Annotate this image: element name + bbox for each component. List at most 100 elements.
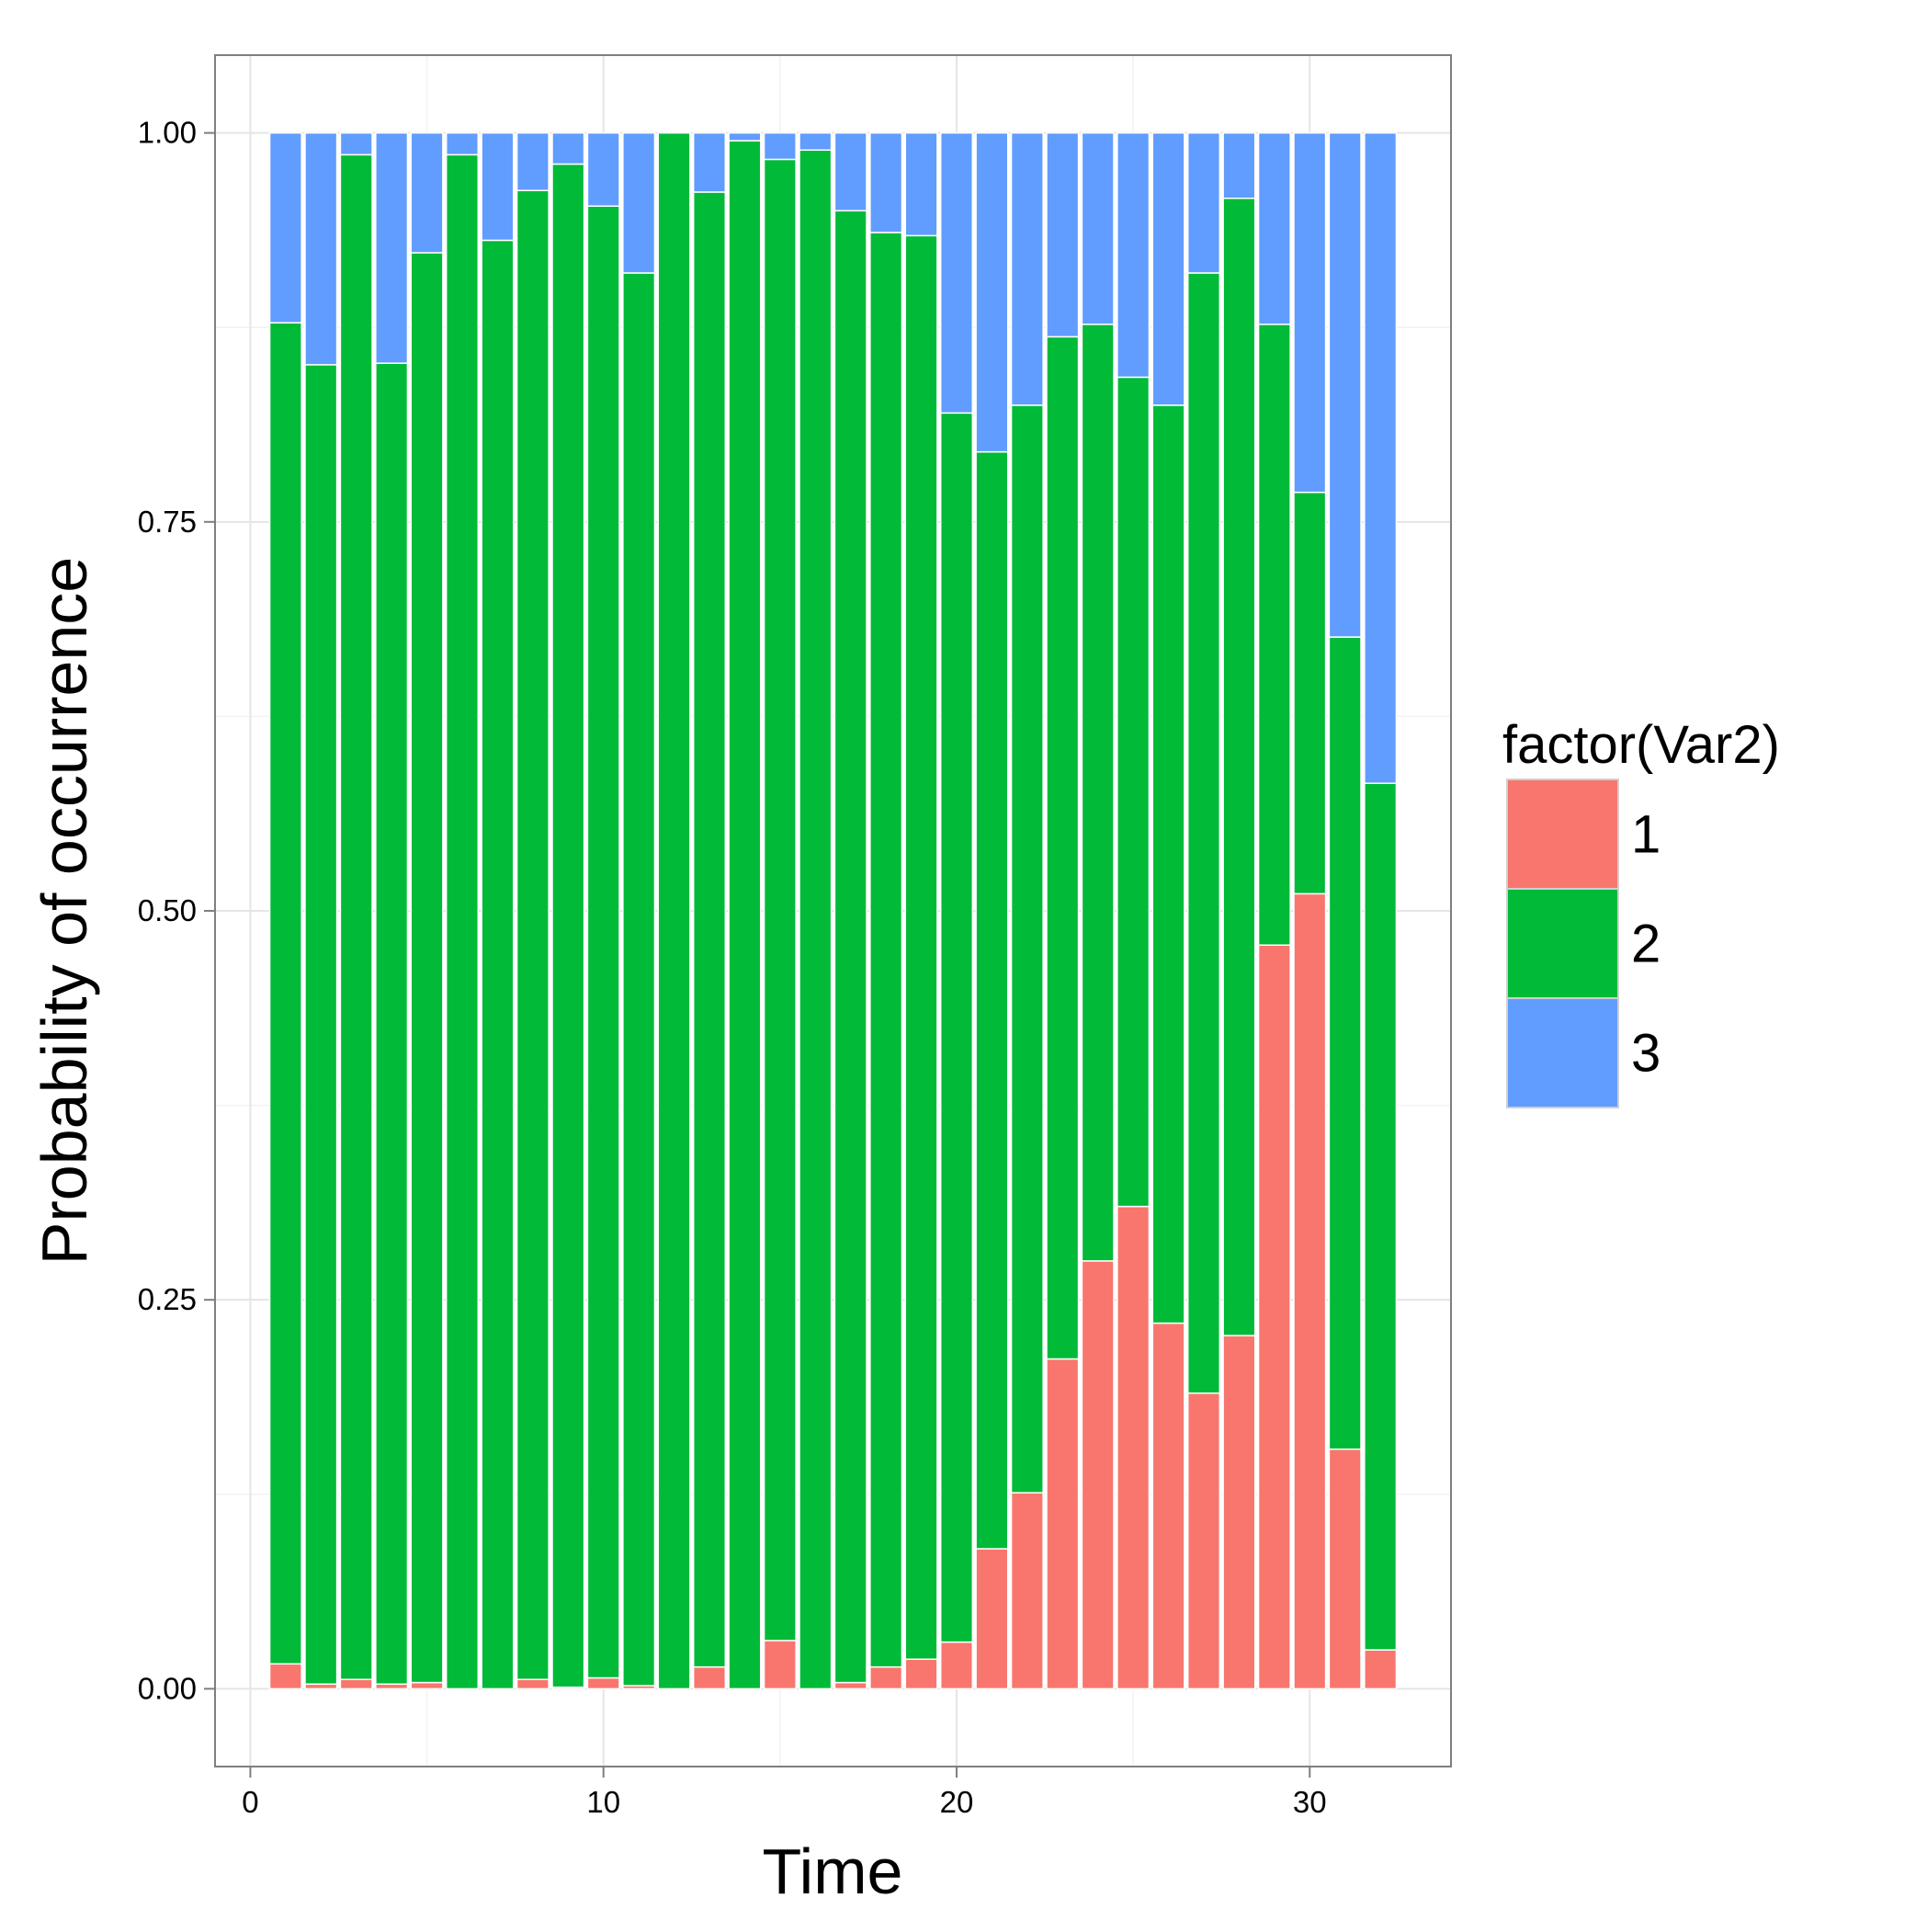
legend-label-1: 1	[1631, 805, 1661, 865]
bar-series-3-x30	[1293, 131, 1327, 494]
bar-series-3-x25	[1117, 131, 1151, 379]
bar-series-3-x17	[833, 131, 867, 212]
bar-series-1-x8	[516, 1678, 550, 1690]
y-tick-label: 1.00	[138, 116, 197, 150]
bar-series-2-x28	[1222, 197, 1256, 1336]
bar-series-2-x14	[728, 140, 762, 1690]
bar-series-3-x24	[1081, 131, 1115, 325]
y-tick-label: 0.00	[138, 1671, 197, 1705]
bar-series-2-x29	[1257, 324, 1291, 946]
bar-series-3-x5	[410, 131, 444, 254]
legend-label-2: 2	[1631, 915, 1661, 974]
bar-series-1-x28	[1222, 1335, 1256, 1690]
x-tick-label: 10	[586, 1785, 620, 1819]
bar-series-2-x17	[833, 210, 867, 1684]
legend-key-1	[1506, 778, 1619, 890]
bar-series-3-x7	[481, 131, 515, 242]
bar-series-1-x26	[1151, 1322, 1185, 1690]
bar-series-3-x26	[1151, 131, 1185, 406]
bar-series-2-x27	[1186, 272, 1221, 1394]
x-tick-label: 20	[940, 1785, 974, 1819]
bar-series-2-x30	[1293, 491, 1327, 895]
bar-series-2-x7	[481, 239, 515, 1690]
bar-series-2-x15	[763, 158, 797, 1642]
bar-series-3-x1	[268, 131, 302, 324]
y-axis-title: Probability of occurrence	[28, 557, 100, 1265]
legend: factor(Var2) 1 2 3	[1502, 715, 1780, 1108]
bar-series-2-x11	[622, 272, 656, 1687]
bar-series-3-x3	[339, 131, 373, 156]
bar-series-3-x6	[445, 131, 480, 156]
bars	[268, 131, 1398, 1690]
bar-series-2-x8	[516, 189, 550, 1680]
bar-series-2-x16	[799, 149, 833, 1690]
bar-series-1-x31	[1328, 1448, 1362, 1690]
bar-series-2-x22	[1010, 404, 1044, 1494]
bar-series-2-x19	[904, 234, 938, 1660]
x-tick-label: 0	[242, 1785, 258, 1819]
y-tick-label: 0.50	[138, 893, 197, 927]
y-tick-label: 0.75	[138, 505, 197, 539]
bar-series-2-x1	[268, 322, 302, 1665]
bar-series-2-x23	[1046, 335, 1080, 1360]
bar-series-3-x18	[869, 131, 903, 233]
bar-series-1-x1	[268, 1663, 302, 1690]
bar-series-3-x14	[728, 131, 762, 142]
bar-series-1-x15	[763, 1640, 797, 1690]
bar-series-3-x29	[1257, 131, 1291, 325]
bar-series-3-x2	[304, 131, 338, 366]
axes: 0.00 0.25 0.50 0.75 1.00 0 10 20 30	[138, 116, 1327, 1819]
bar-series-1-x4	[375, 1683, 409, 1690]
bar-series-2-x26	[1151, 404, 1185, 1324]
bar-series-3-x19	[904, 131, 938, 237]
y-tick-label: 0.25	[138, 1282, 197, 1316]
bar-series-3-x15	[763, 131, 797, 161]
bar-series-2-x3	[339, 153, 373, 1680]
bar-series-1-x10	[586, 1676, 620, 1690]
legend-key-2	[1506, 888, 1619, 999]
bar-series-2-x25	[1117, 376, 1151, 1208]
bar-series-2-x2	[304, 364, 338, 1686]
bar-series-1-x30	[1293, 892, 1327, 1690]
bar-series-2-x20	[939, 412, 974, 1643]
bar-series-3-x16	[799, 131, 833, 152]
x-tick-label: 30	[1293, 1785, 1327, 1819]
bar-series-3-x32	[1364, 131, 1398, 784]
bar-series-2-x24	[1081, 324, 1115, 1262]
bar-series-2-x18	[869, 232, 903, 1668]
bar-series-1-x29	[1257, 944, 1291, 1690]
bar-series-2-x5	[410, 252, 444, 1684]
bar-series-1-x2	[304, 1683, 338, 1690]
bar-series-3-x10	[586, 131, 620, 207]
legend-title: factor(Var2)	[1502, 715, 1780, 775]
bar-series-3-x9	[551, 131, 585, 165]
bar-series-2-x21	[975, 450, 1009, 1550]
bar-series-1-x23	[1046, 1358, 1080, 1690]
bar-series-1-x5	[410, 1681, 444, 1690]
bar-series-1-x24	[1081, 1260, 1115, 1690]
bar-series-1-x13	[692, 1665, 727, 1690]
bar-series-2-x6	[445, 153, 480, 1690]
bar-series-1-x22	[1010, 1492, 1044, 1690]
bar-series-3-x31	[1328, 131, 1362, 638]
bar-series-2-x12	[657, 131, 691, 1690]
bar-series-2-x4	[375, 362, 409, 1686]
bar-series-1-x21	[975, 1548, 1009, 1690]
x-axis-title: Time	[763, 1835, 903, 1907]
bar-series-3-x13	[692, 131, 727, 193]
bar-series-3-x4	[375, 131, 409, 364]
bar-series-3-x20	[939, 131, 974, 415]
bar-series-3-x8	[516, 131, 550, 192]
bar-series-3-x28	[1222, 131, 1256, 199]
bar-series-1-x3	[339, 1678, 373, 1690]
bar-series-1-x19	[904, 1658, 938, 1690]
bar-series-2-x9	[551, 163, 585, 1688]
bar-series-1-x25	[1117, 1205, 1151, 1690]
bar-series-2-x10	[586, 205, 620, 1679]
bar-series-1-x20	[939, 1641, 974, 1690]
bar-series-3-x23	[1046, 131, 1080, 338]
bar-series-3-x21	[975, 131, 1009, 453]
bar-series-1-x27	[1186, 1392, 1221, 1690]
